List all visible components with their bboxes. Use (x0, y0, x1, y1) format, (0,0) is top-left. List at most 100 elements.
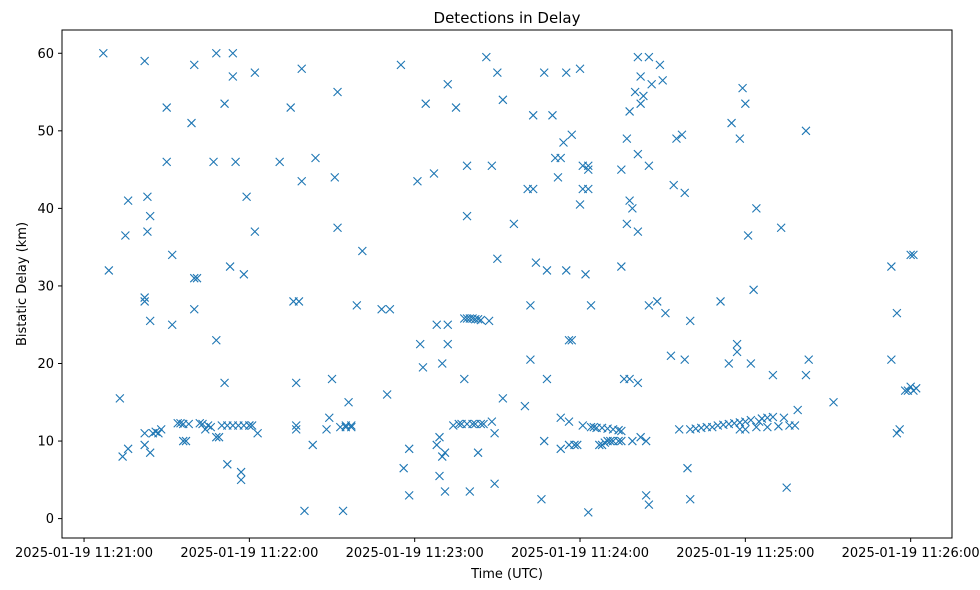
x-tick-label: 2025-01-19 11:21:00 (15, 546, 153, 561)
data-point (829, 397, 838, 407)
data-point (297, 176, 307, 186)
data-point (333, 87, 342, 97)
data-point (630, 87, 640, 97)
data-point (539, 436, 549, 446)
data-point (206, 422, 216, 432)
data-point (641, 436, 651, 446)
data-point (583, 161, 593, 171)
data-point (685, 494, 695, 504)
data-point (275, 157, 285, 167)
data-point (661, 308, 670, 318)
data-point (236, 467, 246, 477)
data-point (239, 269, 249, 279)
data-point (751, 203, 761, 213)
data-point (346, 421, 356, 430)
data-point (140, 293, 150, 302)
data-point (297, 64, 307, 74)
data-point (616, 436, 626, 446)
data-point (231, 157, 240, 167)
data-point (575, 64, 585, 74)
data-point (154, 428, 163, 438)
data-point (633, 52, 643, 62)
y-tick-label: 60 (37, 47, 54, 62)
data-point (531, 258, 541, 268)
data-point (330, 172, 340, 182)
data-point (459, 374, 469, 384)
y-tick-label: 50 (37, 124, 54, 139)
data-point (145, 448, 155, 458)
data-point (484, 316, 494, 326)
data-point (625, 196, 635, 206)
data-point (473, 314, 483, 324)
data-point (247, 421, 257, 430)
data-point (804, 355, 814, 365)
data-point (118, 452, 128, 461)
data-point (167, 320, 177, 330)
data-point (641, 490, 651, 500)
data-point (140, 56, 150, 66)
data-point (633, 149, 643, 159)
data-point (537, 494, 546, 504)
data-point (377, 304, 387, 314)
data-point (553, 172, 563, 182)
data-point (220, 99, 229, 109)
data-point (801, 370, 811, 380)
data-point (176, 418, 185, 428)
data-point (583, 184, 593, 194)
data-point (740, 425, 750, 434)
data-point (583, 508, 593, 517)
data-point (886, 262, 896, 271)
data-point (644, 52, 654, 62)
data-point (253, 428, 263, 438)
data-point (581, 269, 590, 279)
data-point (749, 285, 758, 295)
data-point (228, 72, 238, 81)
data-point (123, 444, 133, 454)
data-point (672, 134, 681, 143)
data-point (589, 422, 599, 432)
data-point (104, 266, 114, 275)
data-point (625, 374, 635, 384)
data-point (250, 227, 260, 237)
data-point (498, 394, 508, 403)
x-axis-label: Time (UTC) (470, 567, 543, 582)
data-point (685, 316, 695, 326)
data-point (790, 421, 800, 430)
data-point (564, 335, 574, 345)
data-point (244, 421, 254, 430)
data-point (214, 432, 224, 442)
data-point (189, 273, 199, 283)
data-point (644, 500, 654, 510)
data-point (548, 110, 557, 120)
data-point (448, 421, 458, 430)
data-point (586, 300, 596, 310)
data-point (605, 436, 615, 446)
data-point (627, 436, 637, 446)
data-point (443, 79, 453, 89)
data-point (680, 188, 690, 198)
data-point (542, 266, 552, 275)
data-point (322, 425, 331, 434)
data-point (727, 118, 736, 128)
data-point (462, 211, 472, 221)
data-point (476, 419, 486, 429)
data-point (440, 487, 450, 496)
data-point (437, 359, 447, 368)
data-point (200, 425, 210, 434)
data-point (454, 419, 464, 429)
data-point (311, 153, 320, 163)
data-point (633, 378, 643, 388)
data-point (415, 339, 425, 349)
x-axis: 2025-01-19 11:21:00 2025-01-19 11:22:00 20… (15, 538, 980, 561)
data-point (443, 320, 453, 330)
data-point (526, 355, 535, 365)
data-point (776, 223, 786, 233)
data-point (732, 339, 742, 349)
data-point (774, 421, 783, 431)
plot-area (61, 29, 953, 539)
x-tick-label: 2025-01-19 11:23:00 (346, 546, 484, 561)
data-point (120, 231, 130, 240)
x-tick-label: 2025-01-19 11:26:00 (842, 546, 980, 561)
data-points (98, 48, 921, 517)
data-point (399, 463, 409, 473)
